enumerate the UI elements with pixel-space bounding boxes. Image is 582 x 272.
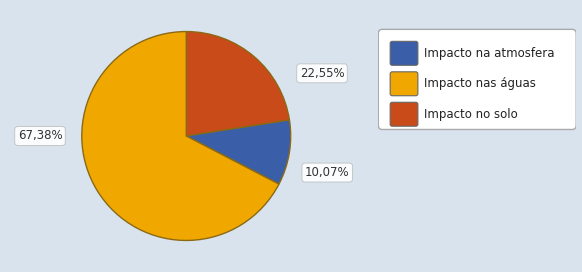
FancyBboxPatch shape	[390, 72, 418, 96]
Text: 10,07%: 10,07%	[305, 166, 350, 179]
FancyBboxPatch shape	[378, 29, 576, 129]
Wedge shape	[186, 120, 290, 184]
Text: Impacto nas águas: Impacto nas águas	[424, 77, 535, 90]
Wedge shape	[186, 32, 289, 136]
FancyBboxPatch shape	[390, 41, 418, 65]
Text: Impacto na atmosfera: Impacto na atmosfera	[424, 47, 554, 60]
Text: 22,55%: 22,55%	[300, 67, 345, 80]
FancyBboxPatch shape	[390, 102, 418, 126]
Text: Impacto no solo: Impacto no solo	[424, 108, 517, 121]
Wedge shape	[82, 32, 279, 240]
Text: 67,38%: 67,38%	[17, 129, 62, 143]
